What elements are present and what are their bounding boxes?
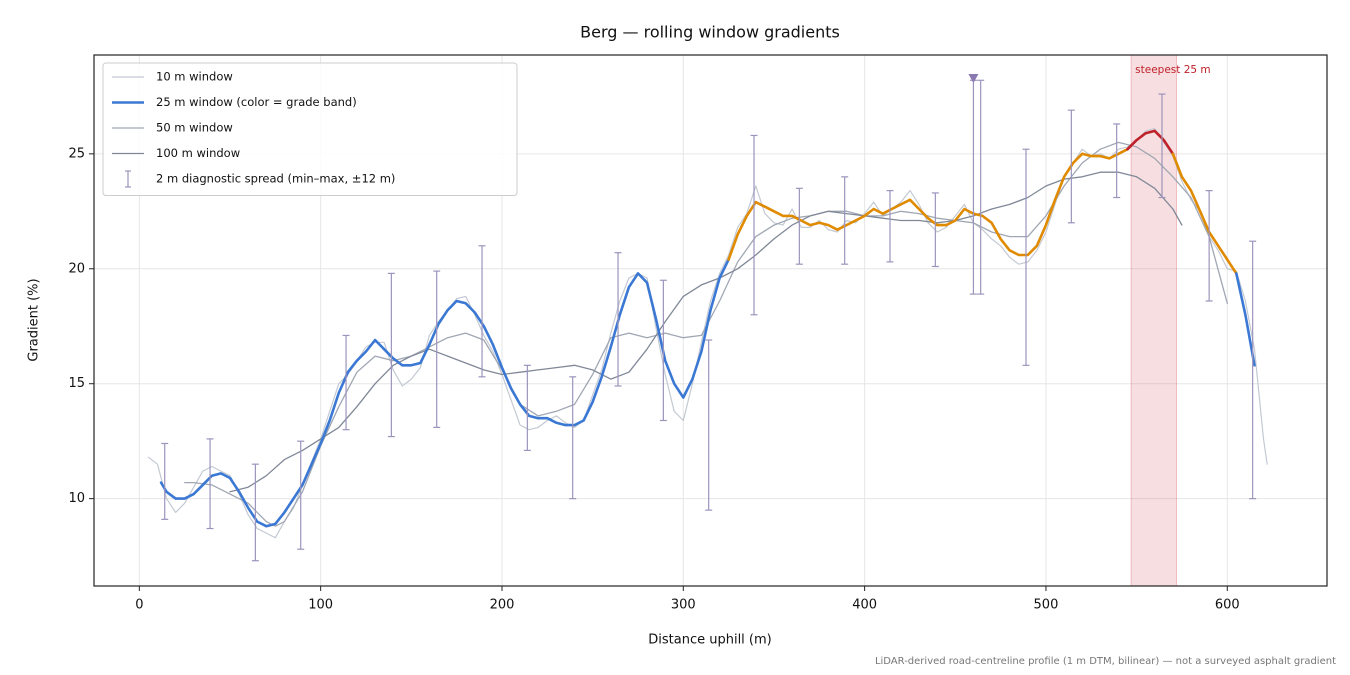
error-bar	[1158, 93, 1166, 199]
x-tick-label: 600	[1215, 598, 1240, 613]
error-bar	[795, 187, 803, 265]
error-bar	[750, 134, 758, 316]
error-bar	[659, 279, 667, 422]
error-bar	[433, 270, 441, 428]
x-axis-label: Distance uphill (m)	[648, 633, 771, 648]
error-bar	[251, 463, 259, 562]
error-bar	[478, 245, 486, 378]
highlight-region	[1130, 55, 1178, 586]
error-bar	[705, 339, 713, 511]
error-bar	[342, 334, 350, 431]
error-bar	[206, 438, 214, 530]
legend-label: 2 m diagnostic spread (min–max, ±12 m)	[156, 172, 395, 186]
error-bar	[1067, 109, 1075, 224]
y-tick-label: 10	[68, 491, 85, 506]
legend-label: 10 m window	[156, 70, 233, 84]
x-tick-label: 0	[135, 598, 143, 613]
error-bar	[161, 442, 169, 520]
error-bar	[931, 192, 939, 268]
series-line	[229, 171, 1183, 493]
legend-box	[102, 62, 518, 196]
y-tick-label: 15	[68, 376, 85, 391]
error-bar	[569, 376, 577, 500]
legend-label: 50 m window	[156, 121, 233, 135]
highlight-label: steepest 25 m	[1135, 64, 1210, 76]
series-line	[727, 147, 1129, 261]
error-bar	[977, 79, 985, 295]
error-bar	[1249, 240, 1257, 500]
series-line	[1235, 272, 1256, 367]
x-tick-label: 100	[308, 598, 333, 613]
series-line	[1126, 129, 1175, 156]
x-tick-label: 400	[852, 598, 877, 613]
series-line	[147, 128, 1268, 539]
error-bar	[886, 190, 894, 263]
y-tick-label: 20	[68, 261, 85, 276]
error-bar	[841, 176, 849, 265]
error-bar	[1205, 190, 1213, 302]
series-line	[159, 258, 730, 528]
legend-label: 100 m window	[156, 146, 240, 160]
error-bar	[614, 252, 622, 387]
x-tick-label: 300	[671, 598, 696, 613]
x-tick-label: 200	[490, 598, 515, 613]
plot-frame	[93, 54, 1328, 587]
y-axis-label: Gradient (%)	[27, 278, 42, 361]
max-marker	[968, 73, 979, 83]
error-bar	[523, 364, 531, 451]
series-line	[1171, 152, 1238, 275]
legend-label: 25 m window (color = grade band)	[156, 95, 357, 109]
error-bar	[387, 272, 395, 438]
error-bar	[1113, 123, 1121, 199]
y-tick-label: 25	[68, 146, 85, 161]
footnote: LiDAR-derived road-centreline profile (1…	[875, 656, 1336, 667]
x-tick-label: 500	[1034, 598, 1059, 613]
error-bar	[297, 440, 305, 550]
chart-title: Berg — rolling window gradients	[580, 23, 840, 42]
legend: 10 m window 25 m window (color = grade ba…	[102, 62, 518, 196]
error-bar	[1022, 148, 1030, 366]
